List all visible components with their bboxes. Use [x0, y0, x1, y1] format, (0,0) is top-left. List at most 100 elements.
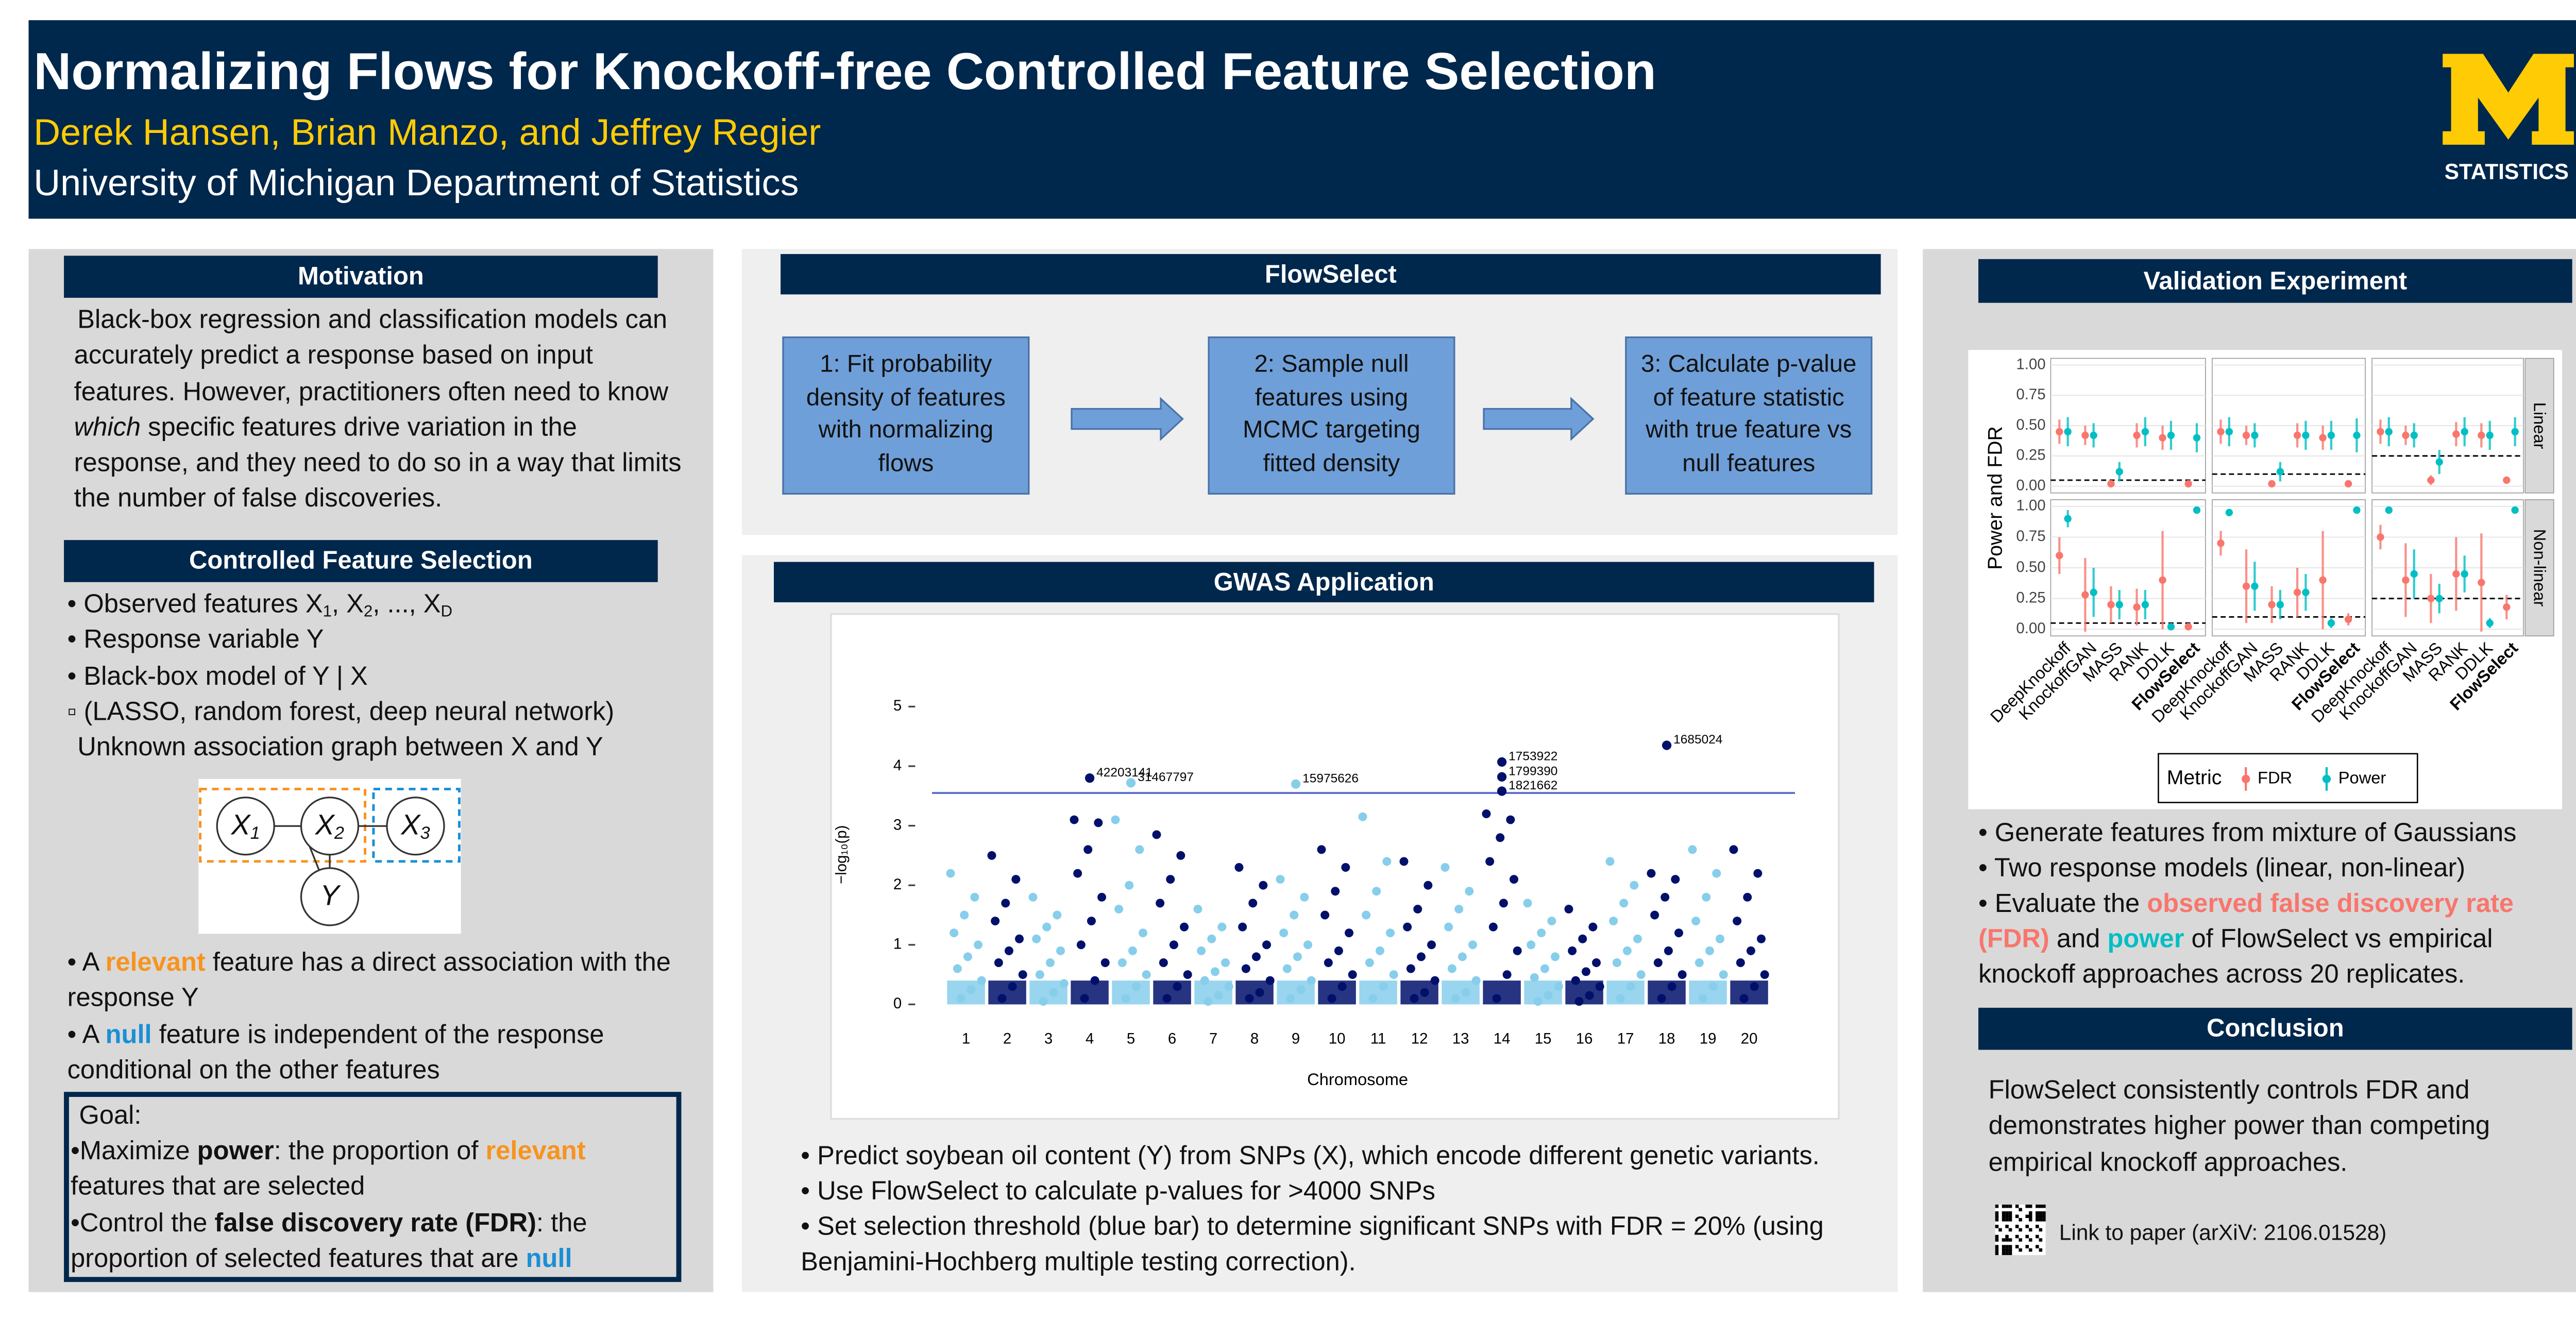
metric-point — [2452, 430, 2460, 438]
qr-cell — [2025, 1214, 2029, 1219]
qr-cell — [2002, 1218, 2006, 1222]
qr-cell — [2008, 1204, 2012, 1208]
text-run: false discovery rate (FDR) — [214, 1209, 537, 1238]
metric-point — [2184, 480, 2192, 488]
qr-cell — [2042, 1218, 2046, 1222]
list-item: Unknown association graph between X and … — [67, 731, 707, 767]
qr-cell — [2039, 1238, 2043, 1242]
metric-point — [2107, 480, 2115, 488]
metric-point — [2452, 570, 2460, 578]
snp-point — [1499, 899, 1508, 908]
snp-point — [1616, 994, 1625, 1003]
text-run: • A — [67, 1020, 106, 1050]
qr-cell — [2039, 1228, 2043, 1232]
conclusion-text: FlowSelect consistently controls FDR and… — [1988, 1076, 2490, 1177]
snp-point — [1362, 910, 1371, 920]
text-run: • Observed features X — [67, 590, 323, 619]
snp-point — [1386, 928, 1395, 938]
metric-point — [2193, 506, 2201, 514]
snp-point — [1217, 922, 1227, 932]
snp-point — [1444, 922, 1453, 932]
snp-point — [1712, 869, 1721, 878]
qr-cell — [2039, 1214, 2043, 1219]
snp-point — [1510, 875, 1519, 884]
snp-point — [1626, 982, 1635, 991]
y-tick-label: 4 — [893, 757, 902, 774]
snp-point — [991, 917, 1000, 926]
metric-point — [2090, 588, 2097, 596]
metric-point — [2486, 431, 2494, 439]
snp-point — [1255, 988, 1264, 997]
qr-cell — [1995, 1211, 1999, 1215]
qr-cell — [1995, 1248, 1999, 1252]
relevant-box — [199, 787, 367, 863]
metric-point — [2090, 431, 2097, 439]
snp-point — [1114, 904, 1124, 914]
qr-cell — [2019, 1218, 2022, 1222]
x-tick-label: 6 — [1168, 1030, 1176, 1047]
metric-point — [2486, 619, 2494, 627]
list-item: •Control the false discovery rate (FDR):… — [71, 1206, 659, 1277]
metric-point — [2427, 595, 2435, 602]
snp-point — [1015, 934, 1024, 943]
snp-point — [1420, 988, 1429, 997]
snp-point — [1760, 970, 1769, 979]
snp-point — [1241, 964, 1250, 973]
text-run: D — [440, 603, 453, 622]
qr-cell — [2019, 1228, 2022, 1232]
metric-point — [2461, 570, 2468, 578]
metric-point — [2302, 431, 2310, 439]
section-heading: GWAS Application — [774, 562, 1874, 602]
snp-point — [1698, 994, 1707, 1003]
y-tick-label: 1 — [893, 936, 902, 953]
text-run: • Evaluate the — [1978, 890, 2147, 919]
qr-cell — [2025, 1225, 2029, 1228]
qr-cell — [1995, 1225, 1999, 1228]
qr-cell — [2036, 1204, 2039, 1208]
annotated-point — [1497, 772, 1507, 782]
snp-point — [1399, 857, 1409, 866]
metric-point — [2344, 615, 2352, 623]
list-item: • Evaluate the observed false discovery … — [1978, 887, 2576, 993]
legend-label: Power — [2338, 768, 2386, 787]
snp-point — [1011, 875, 1021, 884]
x-tick-label: 16 — [1576, 1030, 1593, 1047]
point-cloud — [988, 980, 1026, 1005]
snp-point — [1331, 887, 1340, 896]
text-run: relevant — [105, 949, 206, 978]
qr-cell — [2028, 1248, 2032, 1252]
metric-point — [2402, 431, 2410, 439]
snp-point — [1406, 964, 1415, 973]
metric-point — [2276, 468, 2284, 476]
snp-point — [1719, 970, 1728, 979]
arrow — [1483, 397, 1595, 441]
snp-point — [1630, 881, 1639, 890]
snp-point — [1605, 857, 1615, 866]
snp-point — [1468, 940, 1478, 950]
legend-title: Metric — [2167, 767, 2222, 789]
metric-point — [2327, 619, 2335, 627]
annotated-point — [1291, 779, 1301, 789]
snp-point — [1045, 958, 1055, 967]
metric-point — [2225, 509, 2233, 516]
node-circle — [300, 797, 360, 856]
text-run: 3 — [420, 823, 430, 844]
point-cloud — [1071, 980, 1109, 1005]
snp-point — [1492, 994, 1501, 1003]
text-run: power — [197, 1137, 274, 1166]
snp-point — [1100, 958, 1110, 967]
y-axis-label: −log₁₀(p) — [833, 825, 850, 884]
motivation-text: Black-box regression and classification … — [74, 303, 690, 518]
point-cloud — [1318, 980, 1356, 1005]
snp-point — [1379, 982, 1388, 991]
snp-point — [1544, 991, 1553, 1000]
controlled-list: • Observed features X1, X2, ..., XD • Res… — [67, 587, 707, 767]
point-cloud — [1606, 980, 1645, 1005]
qr-cell — [2036, 1245, 2039, 1248]
y-tick-label: 0.00 — [2016, 477, 2045, 494]
snp-point — [1667, 982, 1676, 991]
qr-cell — [2005, 1214, 2009, 1219]
section-heading: Conclusion — [1978, 1007, 2572, 1050]
